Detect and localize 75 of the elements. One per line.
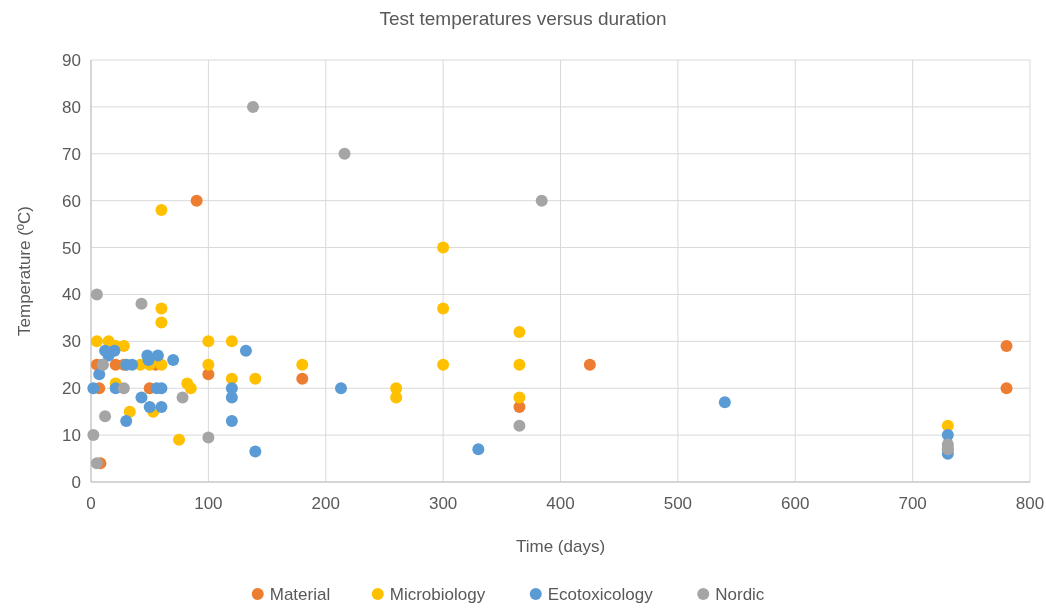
- point: [1000, 340, 1013, 353]
- x-tick-label: 200: [311, 494, 340, 513]
- legend-label: Microbiology: [389, 585, 486, 604]
- x-tick-label: 100: [194, 494, 223, 513]
- point: [1000, 382, 1013, 395]
- y-tick-label: 90: [62, 51, 81, 70]
- x-tick-label: 400: [546, 494, 575, 513]
- point: [338, 147, 351, 160]
- y-tick-label: 10: [62, 426, 81, 446]
- x-tick-label: 800: [1015, 494, 1045, 513]
- point: [535, 194, 548, 207]
- point: [437, 241, 450, 254]
- point: [513, 325, 526, 338]
- point: [246, 100, 259, 113]
- point: [167, 354, 180, 367]
- y-tick-label: 60: [62, 191, 81, 211]
- point: [155, 400, 168, 413]
- point: [135, 391, 148, 404]
- point: [184, 382, 197, 395]
- point: [335, 382, 348, 395]
- y-axis-title: Temperature (ºC): [15, 206, 34, 336]
- point: [472, 443, 485, 456]
- point: [249, 445, 262, 458]
- y-tick-label: 50: [62, 238, 81, 258]
- y-tick-label: 70: [62, 144, 81, 164]
- point: [202, 358, 215, 371]
- x-tick-label: 300: [428, 494, 458, 513]
- y-tick-label: 30: [62, 332, 81, 352]
- y-tick-label: 40: [62, 285, 81, 305]
- point: [513, 391, 526, 404]
- point: [93, 368, 106, 381]
- point: [225, 335, 238, 348]
- point: [239, 344, 252, 357]
- y-tick-label: 20: [62, 379, 81, 399]
- x-tick-label: 500: [663, 494, 693, 513]
- point: [225, 415, 238, 428]
- point: [173, 433, 186, 446]
- point: [90, 457, 103, 470]
- point: [296, 358, 309, 371]
- point: [151, 349, 164, 362]
- x-tick-label: 600: [781, 494, 810, 513]
- point: [120, 415, 133, 428]
- point: [87, 429, 100, 442]
- legend-label: Material: [269, 585, 331, 604]
- point: [437, 358, 450, 371]
- legend-label: Ecotoxicology: [547, 585, 654, 604]
- chart-title: Test temperatures versus duration: [379, 8, 667, 29]
- point: [202, 335, 215, 348]
- point: [155, 302, 168, 315]
- point: [155, 316, 168, 329]
- point: [99, 410, 112, 423]
- x-tick-label: 700: [898, 494, 927, 513]
- legend-label: Nordic: [715, 585, 765, 604]
- y-tick-label: 0: [71, 473, 81, 492]
- point: [583, 358, 596, 371]
- point: [718, 396, 731, 409]
- point: [513, 358, 526, 371]
- x-axis-title: Time (days): [515, 537, 606, 556]
- point: [155, 204, 168, 217]
- point: [513, 419, 526, 432]
- point: [143, 400, 156, 413]
- point: [108, 344, 121, 357]
- point: [135, 297, 148, 310]
- point: [296, 372, 309, 385]
- y-tick-label: 80: [62, 97, 81, 117]
- point: [202, 431, 215, 444]
- point: [190, 194, 203, 207]
- point: [90, 288, 103, 301]
- point: [90, 335, 103, 348]
- point: [437, 302, 450, 315]
- point: [87, 382, 100, 395]
- point: [176, 391, 189, 404]
- point: [117, 382, 130, 395]
- x-tick-label: 0: [86, 494, 96, 513]
- point: [249, 372, 262, 385]
